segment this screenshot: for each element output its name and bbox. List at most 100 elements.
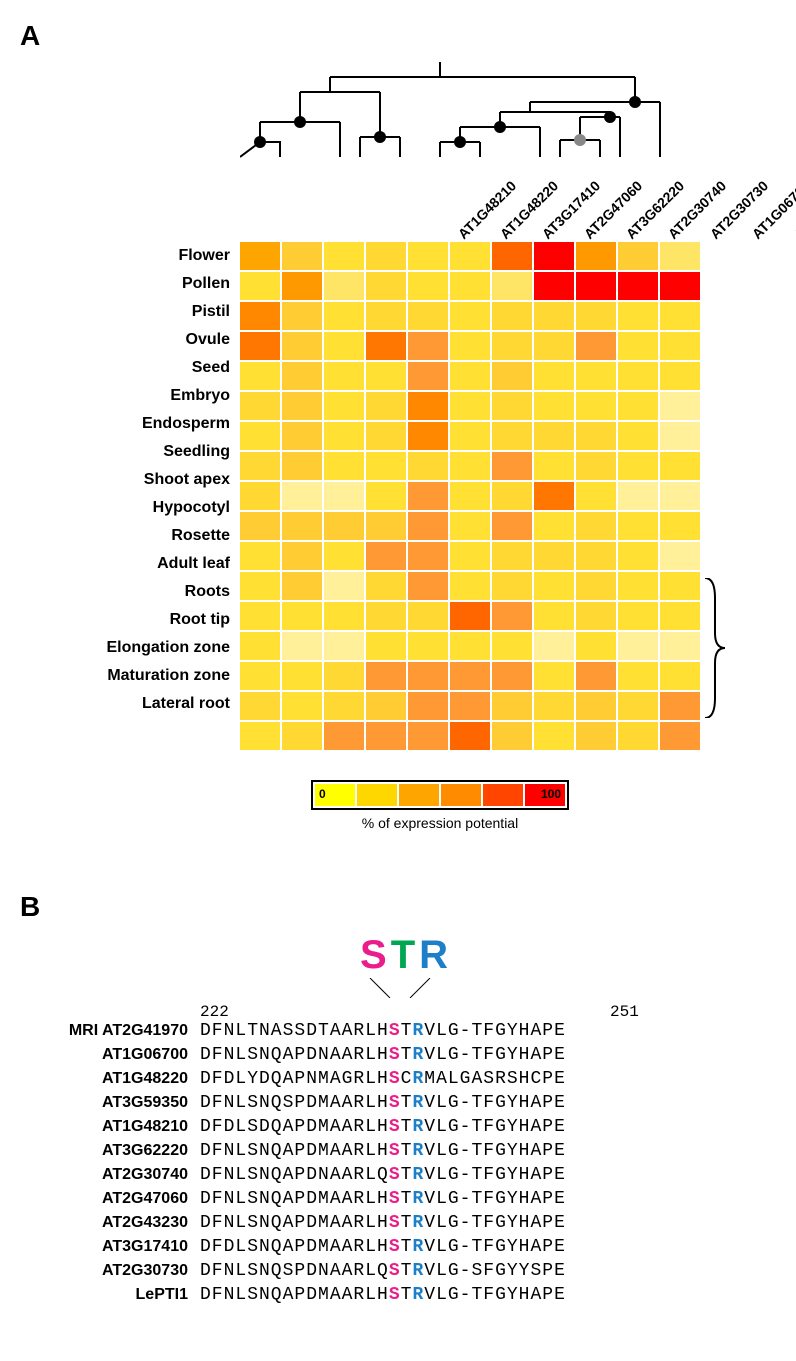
- heatmap-cell: [408, 662, 448, 690]
- heatmap-cell: [450, 272, 490, 300]
- heatmap-cell: [366, 512, 406, 540]
- heatmap-cell: [450, 542, 490, 570]
- alignment-block: MRI AT2G41970DFNLTNASSDTAARLHSTRVLG-TFGY…: [20, 1021, 776, 1309]
- heatmap-cell: [240, 542, 280, 570]
- alignment-row: AT2G47060DFNLSNQAPDMAARLHSTRVLG-TFGYHAPE: [20, 1189, 776, 1213]
- heatmap-cell: [492, 332, 532, 360]
- str-connector: [360, 978, 480, 998]
- heatmap-cell: [534, 662, 574, 690]
- heatmap-cell: [534, 392, 574, 420]
- legend-bar: 0100: [311, 780, 569, 810]
- heatmap-cell: [450, 332, 490, 360]
- panel-a: A: [20, 20, 776, 831]
- heatmap-cell: [324, 272, 364, 300]
- heatmap-cell: [366, 482, 406, 510]
- heatmap-cell: [450, 362, 490, 390]
- heatmap-cell: [576, 602, 616, 630]
- heatmap-cell: [324, 692, 364, 720]
- heatmap-cell: [366, 272, 406, 300]
- heatmap-cell: [618, 422, 658, 450]
- alignment-label: MRI AT2G41970: [20, 1022, 200, 1040]
- heatmap-cell: [618, 302, 658, 330]
- heatmap-cell: [660, 692, 700, 720]
- alignment-label: AT2G43230: [20, 1214, 200, 1232]
- heatmap-cell: [408, 542, 448, 570]
- heatmap-cell: [366, 542, 406, 570]
- heatmap-cell: [576, 632, 616, 660]
- heatmap-cell: [324, 482, 364, 510]
- heatmap-cell: [408, 452, 448, 480]
- row-label: Endosperm: [20, 410, 240, 438]
- heatmap-cell: [576, 332, 616, 360]
- heatmap-cell: [240, 722, 280, 750]
- heatmap-cell: [240, 272, 280, 300]
- heatmap-cell: [492, 452, 532, 480]
- alignment-seq: DFNLSNQSPDNAARLQSTRVLG-SFGYYSPE: [200, 1261, 566, 1281]
- heatmap-grid: [240, 242, 700, 750]
- heatmap-cell: [534, 512, 574, 540]
- alignment-label: AT2G47060: [20, 1190, 200, 1208]
- heatmap-cell: [618, 722, 658, 750]
- legend-cell: [483, 784, 523, 806]
- heatmap-cell: [450, 452, 490, 480]
- heatmap-cell: [660, 512, 700, 540]
- heatmap-cell: [576, 662, 616, 690]
- alignment-label: AT3G59350: [20, 1094, 200, 1112]
- legend-cell: 100: [525, 784, 565, 806]
- heatmap-cell: [450, 602, 490, 630]
- heatmap-cell: [408, 362, 448, 390]
- heatmap-cell: [408, 572, 448, 600]
- heatmap-cell: [492, 722, 532, 750]
- str-s: S: [360, 933, 391, 977]
- heatmap-cell: [618, 272, 658, 300]
- alignment-row: AT3G62220DFNLSNQAPDMAARLHSTRVLG-TFGYHAPE: [20, 1141, 776, 1165]
- heatmap-cell: [492, 572, 532, 600]
- heatmap-cell: [282, 302, 322, 330]
- heatmap-cell: [408, 302, 448, 330]
- heatmap-container: FlowerPollenPistilOvuleSeedEmbryoEndospe…: [20, 242, 776, 750]
- heatmap-cell: [366, 302, 406, 330]
- heatmap-cell: [492, 482, 532, 510]
- heatmap-cell: [450, 392, 490, 420]
- alignment-label: AT1G48210: [20, 1118, 200, 1136]
- panel-a-label: A: [20, 20, 776, 52]
- heatmap-cell: [492, 542, 532, 570]
- heatmap-cell: [282, 572, 322, 600]
- heatmap-cell: [282, 332, 322, 360]
- heatmap-cell: [576, 722, 616, 750]
- heatmap-cell: [660, 632, 700, 660]
- alignment-row: AT1G48210DFDLSDQAPDMAARLHSTRVLG-TFGYHAPE: [20, 1117, 776, 1141]
- heatmap-cell: [282, 482, 322, 510]
- heatmap-cell: [240, 662, 280, 690]
- heatmap-cell: [450, 512, 490, 540]
- row-label: Lateral root: [20, 690, 240, 718]
- heatmap-cell: [324, 362, 364, 390]
- heatmap-cell: [324, 392, 364, 420]
- heatmap-cell: [282, 512, 322, 540]
- legend-cell: [399, 784, 439, 806]
- heatmap-cell: [492, 602, 532, 630]
- alignment-label: AT1G06700: [20, 1046, 200, 1064]
- row-label: Seed: [20, 354, 240, 382]
- str-r: R: [419, 933, 452, 977]
- legend-cell: [441, 784, 481, 806]
- legend-caption: % of expression potential: [362, 815, 518, 831]
- row-label: Rosette: [20, 522, 240, 550]
- row-label: Embryo: [20, 382, 240, 410]
- heatmap-cell: [660, 272, 700, 300]
- heatmap-cell: [240, 362, 280, 390]
- heatmap-cell: [534, 542, 574, 570]
- legend: 0100 % of expression potential: [300, 780, 580, 831]
- heatmap-cell: [534, 422, 574, 450]
- heatmap-cell: [240, 602, 280, 630]
- range-end: 251: [610, 1003, 639, 1021]
- alignment-row: AT2G30740DFNLSNQAPDNAARLQSTRVLG-TFGYHAPE: [20, 1165, 776, 1189]
- heatmap-cell: [366, 632, 406, 660]
- heatmap-cell: [660, 662, 700, 690]
- heatmap-cell: [282, 392, 322, 420]
- heatmap-cell: [660, 482, 700, 510]
- alignment-row: AT2G30730DFNLSNQSPDNAARLQSTRVLG-SFGYYSPE: [20, 1261, 776, 1285]
- alignment-row: AT1G06700DFNLSNQAPDNAARLHSTRVLG-TFGYHAPE: [20, 1045, 776, 1069]
- heatmap-cell: [408, 512, 448, 540]
- heatmap-cell: [576, 422, 616, 450]
